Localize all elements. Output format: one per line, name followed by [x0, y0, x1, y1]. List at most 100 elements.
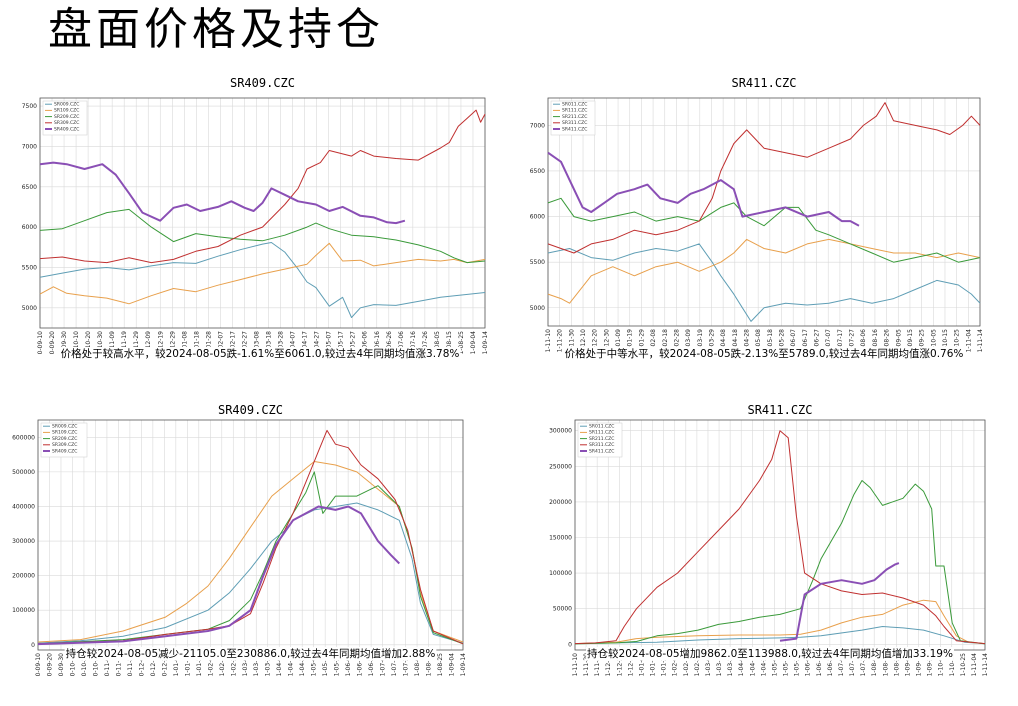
y-tick-label: 200000 [12, 573, 35, 580]
x-tick-label: 0-12-29 [169, 331, 176, 355]
y-tick-label: 6000 [530, 214, 545, 221]
x-tick-label: 0-12-29 [161, 653, 168, 677]
x-tick-label: 1-08-25 [458, 331, 465, 355]
x-tick-label: 1-09-15 [916, 653, 923, 677]
x-tick-label: 1-10-15 [942, 329, 949, 353]
x-tick-label: 1-05-18 [783, 653, 790, 677]
series-line [547, 197, 981, 263]
y-tick-label: 7000 [530, 122, 545, 129]
series-line [37, 502, 464, 644]
chart-caption: 价格处于较高水平，较2024-08-05跌-1.61%至6061.0,较过去4年… [61, 347, 460, 360]
chart-title: SR409.CZC [218, 403, 283, 417]
series-line [547, 243, 981, 322]
x-tick-label: 2-01-29 [638, 329, 645, 353]
y-tick-label: 150000 [549, 534, 572, 541]
x-tick-label: 1-05-07 [326, 331, 333, 355]
x-tick-label: 1-03-19 [716, 653, 723, 677]
x-tick-label: 1-01-29 [661, 653, 668, 677]
x-tick-label: 1-09-04 [449, 653, 456, 677]
y-tick-label: 5000 [22, 305, 37, 312]
x-tick-label: 1-11-20 [557, 329, 564, 353]
x-tick-label: 1-11-04 [971, 653, 978, 677]
x-tick-label: 1-07-17 [849, 653, 856, 677]
x-tick-label: 1-02-18 [683, 653, 690, 677]
y-tick-label: 200000 [549, 499, 572, 506]
x-tick-label: 1-06-16 [357, 653, 364, 677]
legend-entry: SR009.CZC [52, 424, 77, 430]
x-tick-label: 0-09-10 [35, 653, 42, 677]
x-tick-label: 1-03-18 [253, 653, 260, 677]
x-tick-label: 0-12-09 [138, 653, 145, 677]
plot-frame [37, 419, 464, 651]
x-tick-label: 1-02-28 [694, 653, 701, 677]
legend-entry: SR411.CZC [589, 448, 614, 454]
x-tick-label: 1-08-15 [446, 331, 453, 355]
x-tick-label: 1-06-26 [368, 653, 375, 677]
x-tick-label: 1-02-27 [241, 331, 248, 355]
legend-entry: SR411.CZC [562, 126, 587, 132]
x-tick-label: 1-03-29 [727, 653, 734, 677]
x-tick-label: 1-08-25 [437, 653, 444, 677]
x-tick-label: 1-06-07 [790, 329, 797, 353]
series-line [37, 461, 464, 643]
x-tick-label: 1-11-14 [977, 329, 984, 353]
x-tick-label: 1-12-10 [580, 329, 587, 353]
chart-panel-oi-sr409: SR409.CZC 0 100000 200000 300000 400000 500000… [0, 400, 500, 702]
x-tick-label: 1-01-18 [193, 331, 200, 355]
x-tick-label: 2-03-29 [708, 329, 715, 353]
series-line [779, 562, 900, 642]
x-tick-label: 2-04-18 [732, 329, 739, 353]
x-tick-label: 0-10-30 [97, 331, 104, 355]
x-tick-label: 1-05-28 [794, 653, 801, 677]
chart-title: SR411.CZC [747, 403, 812, 417]
x-tick-label: 1-09-04 [470, 331, 477, 355]
x-tick-label: 1-04-27 [299, 653, 306, 677]
x-tick-label: 1-01-18 [184, 653, 191, 677]
chart-caption: 价格处于中等水平，较2024-08-05跌-2.13%至5789.0,较过去4年… [565, 347, 964, 360]
x-tick-label: 1-03-09 [705, 653, 712, 677]
x-tick-label: 0-12-19 [150, 653, 157, 677]
x-tick-label: 1-04-17 [302, 331, 309, 355]
x-tick-label: 1-08-26 [893, 653, 900, 677]
x-tick-label: 1-12-30 [627, 653, 634, 677]
x-tick-label: 1-04-07 [290, 331, 297, 355]
x-tick-label: 1-11-04 [965, 329, 972, 353]
legend-entry: SR309.CZC [54, 120, 79, 126]
chart-price-sr409: SR409.CZC 5000 5500 6000 6500 7000 7500 0-09-10… [22, 76, 489, 360]
series-line [574, 430, 986, 645]
y-tick-label: 100000 [12, 607, 35, 614]
series-line [37, 429, 464, 645]
x-tick-label: 1-09-25 [927, 653, 934, 677]
x-tick-label: 1-01-19 [650, 653, 657, 677]
x-tick-label: 1-09-05 [895, 329, 902, 353]
y-tick-label: 400000 [12, 503, 35, 510]
chart-panel-oi-sr411: SR411.CZC 0 50000 100000 150000 200000 250000 3… [510, 400, 1010, 702]
x-tick-label: 0-11-29 [127, 653, 134, 677]
y-tick-label: 100000 [549, 570, 572, 577]
y-tick-label: 6500 [530, 168, 545, 175]
chart-oi-sr411: SR411.CZC 0 50000 100000 150000 200000 250000 3… [549, 403, 989, 677]
legend-entry: SR111.CZC [589, 430, 614, 436]
x-tick-label: 0-11-09 [109, 331, 116, 355]
series-line [37, 505, 401, 646]
x-tick-label: 0-11-09 [104, 653, 111, 677]
x-tick-label: 1-08-26 [884, 329, 891, 353]
x-tick-label: 1-01-28 [205, 331, 212, 355]
x-tick-label: 1-06-27 [827, 653, 834, 677]
x-tick-label: 1-04-07 [276, 653, 283, 677]
legend-entry: SR011.CZC [589, 424, 614, 430]
x-tick-label: 0-12-19 [157, 331, 164, 355]
x-tick-label: 1-02-08 [672, 653, 679, 677]
x-tick-label: 1-08-06 [860, 329, 867, 353]
series-line [39, 161, 406, 225]
x-tick-label: 1-07-17 [837, 329, 844, 353]
legend-entry: SR209.CZC [54, 114, 79, 120]
x-tick-label: 1-02-07 [217, 331, 224, 355]
x-tick-label: 2-04-28 [743, 329, 750, 353]
x-tick-label: 1-04-17 [288, 653, 295, 677]
x-tick-label: 2-02-28 [673, 329, 680, 353]
series-line [547, 238, 981, 304]
y-tick-label: 7000 [22, 143, 37, 150]
y-tick-label: 7500 [22, 103, 37, 110]
x-tick-label: 1-12-20 [592, 329, 599, 353]
